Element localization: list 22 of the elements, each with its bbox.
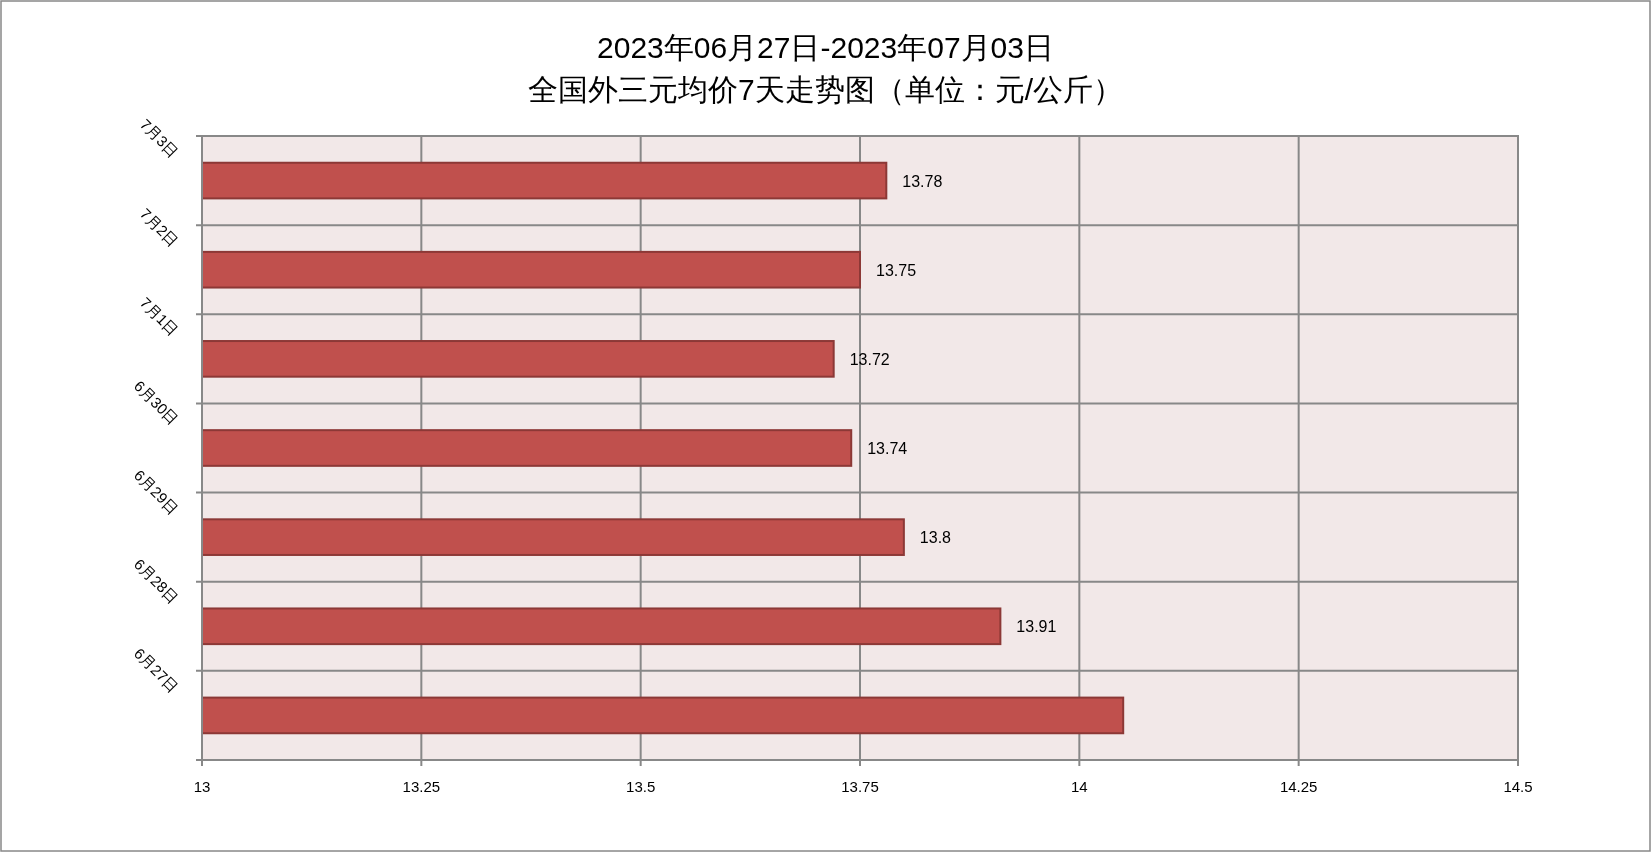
data-label: 13.8 — [919, 529, 952, 547]
data-label: 13.75 — [876, 261, 917, 279]
x-tick-label: 13.5 — [626, 778, 656, 795]
y-tick-label: 6月28日 — [130, 555, 182, 607]
data-label: 13.91 — [1016, 618, 1057, 636]
y-tick-label: 6月30日 — [130, 377, 182, 429]
y-tick-label: 6月27日 — [130, 644, 182, 696]
data-label: 13.74 — [867, 440, 908, 457]
x-tick-label: 14.5 — [1503, 778, 1533, 795]
x-tick-label: 14 — [1070, 778, 1088, 795]
x-tick-label: 13 — [193, 778, 211, 795]
data-label: 13.78 — [902, 172, 943, 190]
data-label: 13.72 — [849, 350, 890, 368]
y-tick-label: 7月2日 — [136, 204, 182, 250]
y-tick-label: 7月1日 — [136, 293, 182, 339]
y-tick-label: 6月29日 — [130, 466, 182, 518]
x-tick-label: 14.25 — [1279, 778, 1318, 795]
x-tick-label: 13.75 — [841, 778, 879, 795]
y-tick-label: 7月3日 — [136, 115, 182, 161]
x-tick-label: 13.25 — [402, 778, 441, 795]
chart-title: 2023年06月27日-2023年07月03日 — [597, 31, 1054, 64]
chart-subtitle: 全国外三元均价7天走势图（单位：元/公斤） — [527, 73, 1124, 106]
